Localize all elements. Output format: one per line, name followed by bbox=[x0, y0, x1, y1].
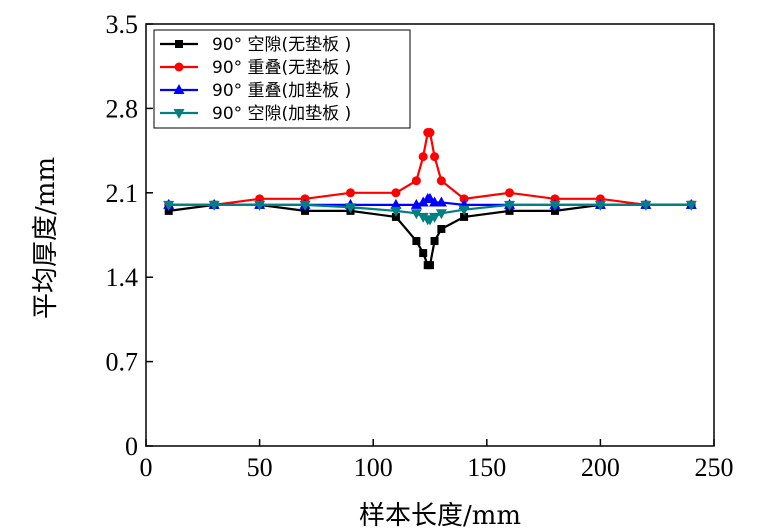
x-tick-label: 150 bbox=[467, 453, 506, 482]
x-tick-label: 0 bbox=[140, 453, 153, 482]
data-point bbox=[344, 203, 356, 214]
legend-label: 90° 空隙(无垫板 ) bbox=[212, 35, 351, 55]
legend-label: 90° 重叠(加垫板 ) bbox=[212, 81, 351, 101]
x-axis-title: 样本长度/mm bbox=[359, 501, 521, 531]
data-point bbox=[505, 188, 515, 198]
x-tick-label: 200 bbox=[581, 453, 620, 482]
legend-item: 90° 重叠(无垫板 ) bbox=[160, 58, 351, 78]
data-point bbox=[419, 249, 428, 258]
data-point bbox=[429, 212, 441, 223]
data-point bbox=[418, 152, 428, 162]
series-4 bbox=[163, 200, 697, 226]
legend-item: 90° 重叠(加垫板 ) bbox=[160, 81, 351, 101]
y-tick-label: 1.4 bbox=[106, 263, 139, 292]
data-point bbox=[437, 224, 446, 233]
data-point bbox=[254, 200, 266, 211]
data-point bbox=[163, 200, 175, 211]
series-2 bbox=[164, 128, 696, 210]
data-point bbox=[640, 200, 652, 211]
data-point bbox=[410, 209, 422, 220]
y-tick-label: 0 bbox=[125, 432, 138, 461]
legend-items: 90° 空隙(无垫板 ) 90° 重叠(无垫板 ) 90° 重叠(加垫板 ) 90° … bbox=[160, 35, 351, 124]
series-layer bbox=[163, 128, 697, 270]
data-point bbox=[549, 200, 561, 211]
data-point bbox=[412, 237, 421, 246]
data-point bbox=[435, 196, 447, 207]
data-point bbox=[425, 128, 435, 138]
legend-label: 90° 重叠(无垫板 ) bbox=[212, 58, 351, 78]
legend-box bbox=[153, 29, 411, 129]
data-point bbox=[430, 237, 439, 246]
data-point bbox=[299, 200, 311, 211]
y-tick-label: 0.7 bbox=[106, 348, 139, 377]
y-tick-label: 2.1 bbox=[106, 179, 139, 208]
legend-marker bbox=[173, 84, 185, 94]
legend-marker bbox=[173, 109, 185, 119]
data-point bbox=[436, 176, 446, 186]
data-point bbox=[505, 206, 514, 215]
y-tick-label: 2.8 bbox=[106, 94, 139, 123]
data-point bbox=[164, 206, 173, 215]
data-point bbox=[430, 152, 440, 162]
legend-marker bbox=[174, 62, 184, 72]
data-point bbox=[345, 188, 355, 198]
series-1 bbox=[164, 200, 696, 270]
plot-frame bbox=[145, 23, 715, 447]
data-point bbox=[411, 176, 421, 186]
data-point bbox=[426, 261, 434, 270]
data-point bbox=[390, 198, 402, 209]
y-axis-title: 平均厚度/mm bbox=[31, 157, 61, 319]
x-tick-label: 50 bbox=[247, 453, 273, 482]
legend-item: 90° 空隙(加垫板 ) bbox=[160, 104, 351, 124]
data-point bbox=[504, 200, 516, 211]
data-point bbox=[459, 194, 469, 204]
x-tick-label: 250 bbox=[695, 453, 734, 482]
data-point bbox=[391, 188, 401, 198]
data-point bbox=[458, 205, 470, 216]
legend-label: 90° 空隙(加垫板 ) bbox=[212, 104, 351, 124]
data-point bbox=[460, 212, 469, 221]
x-tick-label: 100 bbox=[354, 453, 393, 482]
data-point bbox=[435, 209, 447, 220]
data-point bbox=[685, 200, 697, 211]
legend: 90° 空隙(无垫板 ) 90° 重叠(无垫板 ) 90° 重叠(加垫板 ) 90° … bbox=[153, 29, 411, 129]
data-point bbox=[390, 206, 402, 217]
legend-marker bbox=[175, 40, 183, 48]
data-point bbox=[594, 200, 606, 211]
data-point bbox=[550, 206, 559, 215]
legend-item: 90° 空隙(无垫板 ) bbox=[160, 35, 351, 55]
data-point bbox=[391, 212, 400, 221]
y-tick-label: 3.5 bbox=[106, 10, 139, 39]
data-point bbox=[208, 200, 220, 211]
data-point bbox=[301, 206, 310, 215]
axis-ticks: 0 50 100 150 200 250 0 0.7 1.4 2.1 2.8 3.5 bbox=[106, 10, 734, 482]
